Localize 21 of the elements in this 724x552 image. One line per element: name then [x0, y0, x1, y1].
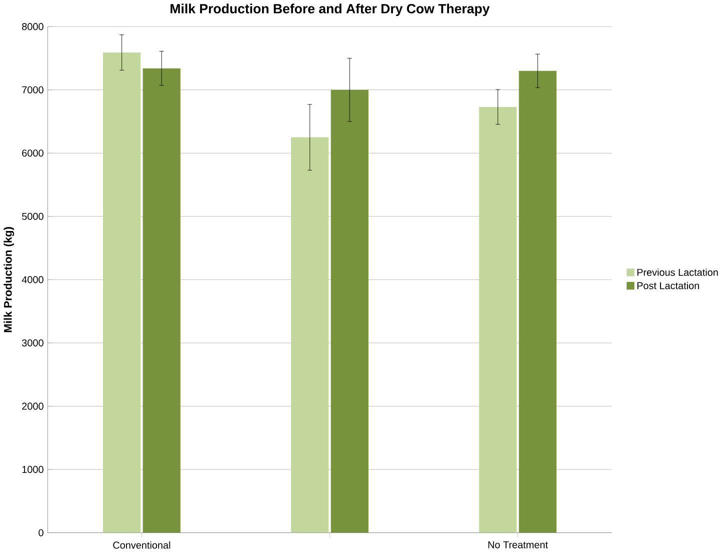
y-tick-label: 4000 [22, 276, 44, 284]
legend-label: Post Lactation [637, 282, 699, 290]
bar [142, 68, 180, 533]
bar [518, 70, 556, 533]
y-tick-label: 0 [38, 529, 44, 536]
legend-label: Previous Lactation [637, 268, 718, 276]
y-tick-label: 8000 [22, 22, 44, 30]
bar [103, 52, 141, 533]
y-axis-title: Milk Production (kg) [4, 226, 14, 332]
chart-title: Milk Production Before and After Dry Cow Therapy [170, 4, 490, 16]
x-tick-label: Conventional [113, 541, 170, 549]
y-tick-label: 6000 [22, 149, 44, 156]
bar [291, 137, 329, 533]
y-tick-label: 2000 [22, 402, 44, 410]
x-tick-label: No Treatment [488, 541, 548, 548]
bar [330, 90, 368, 533]
y-tick-label: 7000 [22, 86, 44, 94]
y-tick-label: 5000 [22, 212, 44, 220]
y-tick-label: 1000 [22, 466, 44, 473]
bar [479, 106, 517, 533]
y-tick-label: 3000 [22, 339, 44, 346]
